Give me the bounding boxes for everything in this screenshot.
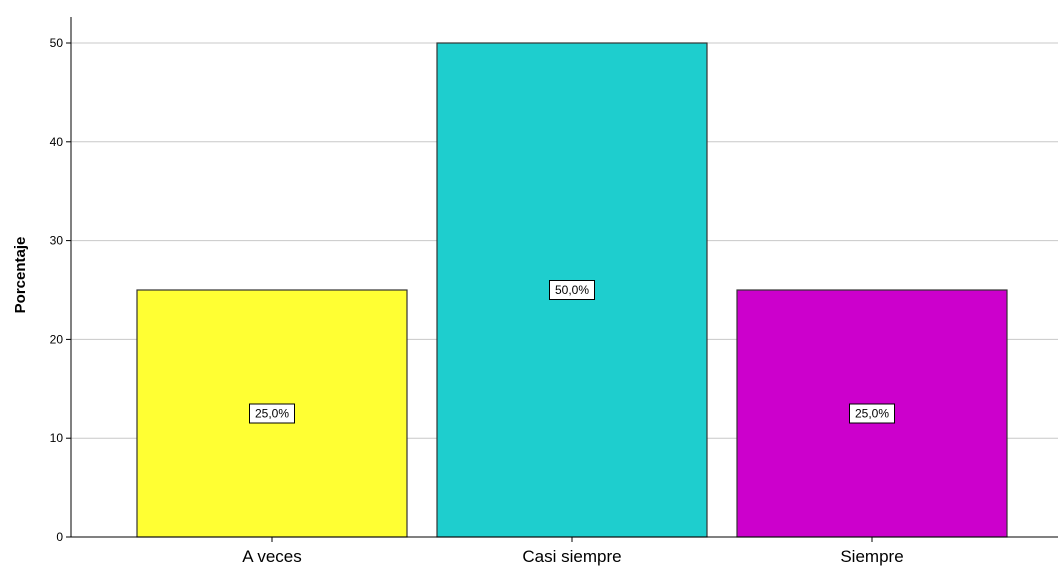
y-tick-label: 30 xyxy=(50,234,64,248)
x-tick-label: Casi siempre xyxy=(522,547,621,566)
data-labels: 25,0% 50,0% 25,0% xyxy=(249,280,895,424)
data-label-box xyxy=(849,403,895,424)
x-tick-label: A veces xyxy=(242,547,302,566)
data-label-box xyxy=(249,403,295,424)
y-tick-label: 20 xyxy=(50,332,64,346)
data-label-box xyxy=(549,280,595,300)
x-tick-label: Siempre xyxy=(840,547,903,566)
bars xyxy=(136,42,1008,538)
axes: 0 10 20 30 40 50 A veces Casi siempre Siempre xyxy=(50,17,1058,566)
data-label: 50,0% xyxy=(555,283,589,297)
y-tick-label: 40 xyxy=(50,135,64,149)
y-tick-label: 0 xyxy=(56,530,63,544)
y-tick-label: 10 xyxy=(50,431,64,445)
y-tick-label: 50 xyxy=(50,36,64,50)
data-label: 25,0% xyxy=(855,407,889,421)
y-axis-title: Porcentaje xyxy=(12,237,29,314)
data-label: 25,0% xyxy=(255,407,289,421)
